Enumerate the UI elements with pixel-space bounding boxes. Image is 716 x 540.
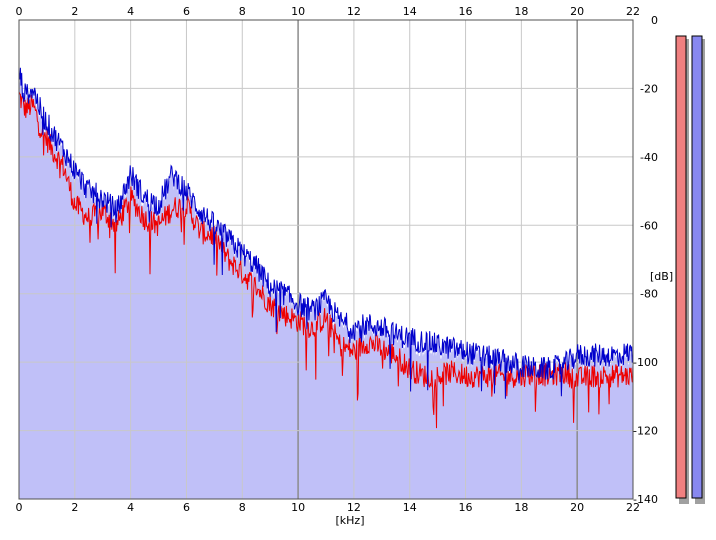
y-tick-label: -20 [640,82,658,95]
x-tick-label-bottom: 4 [127,501,134,514]
axis-frame [18,19,634,500]
x-tick-label-bottom: 12 [347,501,361,514]
y-axis: 0 -20 -40 -60 -80 -100 -120 -140 [633,14,658,506]
x-tick-label-top: 20 [570,5,584,18]
x-tick-label-bottom: 14 [403,501,417,514]
x-tick-label-top: 12 [347,5,361,18]
x-tick-label-bottom: 20 [570,501,584,514]
y-tick-label: 0 [651,14,658,27]
x-tick-label-top: 2 [71,5,78,18]
x-tick-label-top: 22 [626,5,640,18]
series-right-channel [18,67,634,399]
y-tick-label: -100 [633,356,658,369]
x-axis-top: 0 2 4 6 8 10 12 14 16 18 20 22 [16,5,641,18]
x-tick-label-top: 18 [514,5,528,18]
x-tick-label-bottom: 18 [514,501,528,514]
y-tick-label: -80 [640,288,658,301]
x-tick-label-top: 6 [183,5,190,18]
x-tick-label-bottom: 8 [239,501,246,514]
y-tick-label: -120 [633,425,658,438]
x-axis-bottom: 0 2 4 6 8 10 12 14 16 18 20 22 [16,501,641,514]
y-tick-label: -140 [633,493,658,506]
level-meter-left [675,35,689,504]
x-tick-label-bottom: 16 [459,501,473,514]
grid [18,19,634,500]
level-meter-right [691,35,705,504]
series-layer [18,67,634,429]
x-tick-label-top: 4 [127,5,134,18]
plot-frame [18,19,634,500]
x-tick-label-bottom: 22 [626,501,640,514]
level-meter-left-bar [675,35,687,499]
y-tick-label: -60 [640,219,658,232]
x-axis-label: [kHz] [336,514,365,527]
x-tick-label-top: 0 [16,5,23,18]
x-tick-label-bottom: 0 [16,501,23,514]
y-tick-label: -40 [640,151,658,164]
x-tick-label-bottom: 2 [71,501,78,514]
x-tick-label-top: 14 [403,5,417,18]
spectrum-fill [19,71,633,500]
x-tick-label-top: 16 [459,5,473,18]
level-meter-right-bar [691,35,703,499]
x-tick-label-bottom: 10 [291,501,305,514]
y-axis-label: [dB] [650,270,673,283]
spectrum-fill-area [19,71,633,500]
x-tick-label-top: 8 [239,5,246,18]
x-tick-label-bottom: 6 [183,501,190,514]
x-tick-label-top: 10 [291,5,305,18]
